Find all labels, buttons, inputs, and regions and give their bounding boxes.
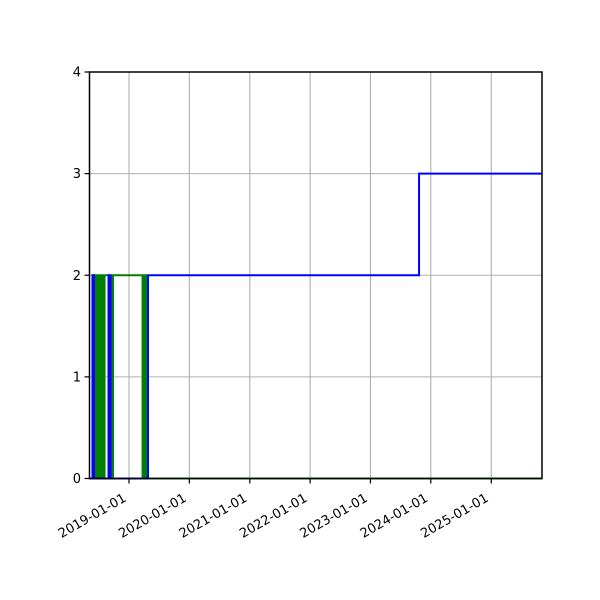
- y-tick-label-0: 0: [73, 472, 81, 487]
- y-tick-label-2: 2: [73, 269, 81, 284]
- x-tick-label-3: 2022-01-01: [237, 491, 310, 542]
- y-tick-label-1: 1: [73, 370, 81, 385]
- x-tick-label-4: 2023-01-01: [298, 491, 371, 542]
- x-tick-label-5: 2024-01-01: [358, 491, 431, 542]
- x-tick-label-6: 2025-01-01: [418, 491, 491, 542]
- y-tick-label-3: 3: [73, 167, 81, 182]
- y-tick-label-4: 4: [73, 66, 81, 81]
- x-tick-label-2: 2021-01-01: [177, 491, 250, 542]
- x-tick-label-0: 2019-01-01: [56, 491, 129, 542]
- series-line-blue-series: [89, 172, 542, 480]
- x-tick-label-1: 2020-01-01: [116, 491, 189, 542]
